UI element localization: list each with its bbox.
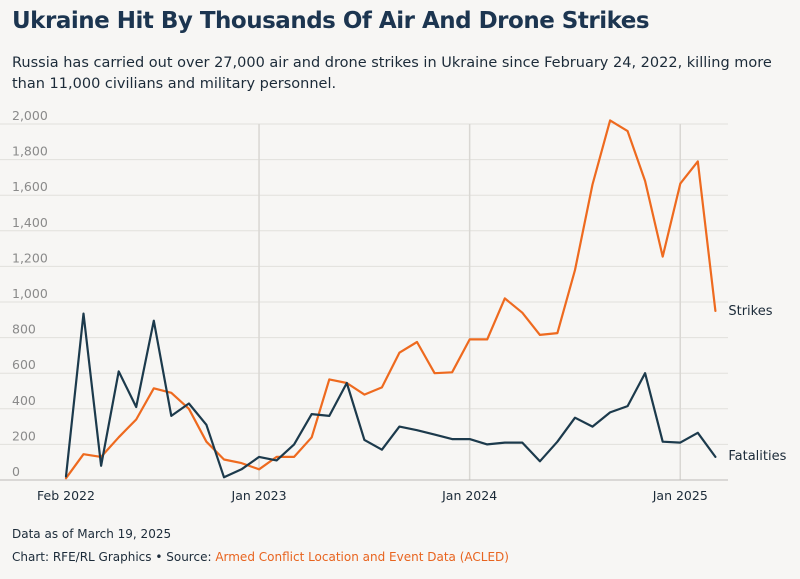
- x-tick-label: Jan 2024: [441, 488, 497, 503]
- y-tick-label: 2,000: [12, 108, 48, 123]
- y-tick-label: 1,600: [12, 179, 48, 194]
- y-tick-label: 200: [12, 428, 36, 443]
- credit-prefix: Chart: RFE/RL Graphics • Source:: [12, 550, 215, 564]
- y-axis-labels: 0 200 400 600 800 1,000 1,200 1,400 1,600 1,800 2,…: [12, 108, 48, 479]
- y-tick-label: 800: [12, 322, 36, 337]
- x-tick-label: Jan 2025: [652, 488, 708, 503]
- y-tick-label: 1,400: [12, 215, 48, 230]
- x-axis-labels: Feb 2022 Jan 2023 Jan 2024 Jan 2025: [37, 488, 708, 503]
- y-tick-label: 1,000: [12, 286, 48, 301]
- x-tick-label: Jan 2023: [231, 488, 287, 503]
- chart-credit: Chart: RFE/RL Graphics • Source: Armed C…: [12, 550, 509, 564]
- series-line-fatalities: [66, 314, 715, 478]
- x-tick-label: Feb 2022: [37, 488, 95, 503]
- series-line-strikes: [66, 120, 715, 478]
- series-label-fatalities: Fatalities: [728, 449, 786, 464]
- line-chart: 0 200 400 600 800 1,000 1,200 1,400 1,600 1,800 2,…: [0, 0, 800, 579]
- y-tick-label: 1,200: [12, 250, 48, 265]
- data-date-note: Data as of March 19, 2025: [12, 527, 171, 541]
- y-tick-label: 1,800: [12, 144, 48, 159]
- y-tick-label: 0: [12, 464, 20, 479]
- series-lines: [66, 120, 715, 478]
- y-tick-label: 400: [12, 393, 36, 408]
- series-label-strikes: Strikes: [728, 304, 772, 319]
- source-link[interactable]: Armed Conflict Location and Event Data (…: [215, 550, 509, 564]
- y-tick-label: 600: [12, 357, 36, 372]
- series-labels: Strikes Fatalities: [728, 304, 786, 464]
